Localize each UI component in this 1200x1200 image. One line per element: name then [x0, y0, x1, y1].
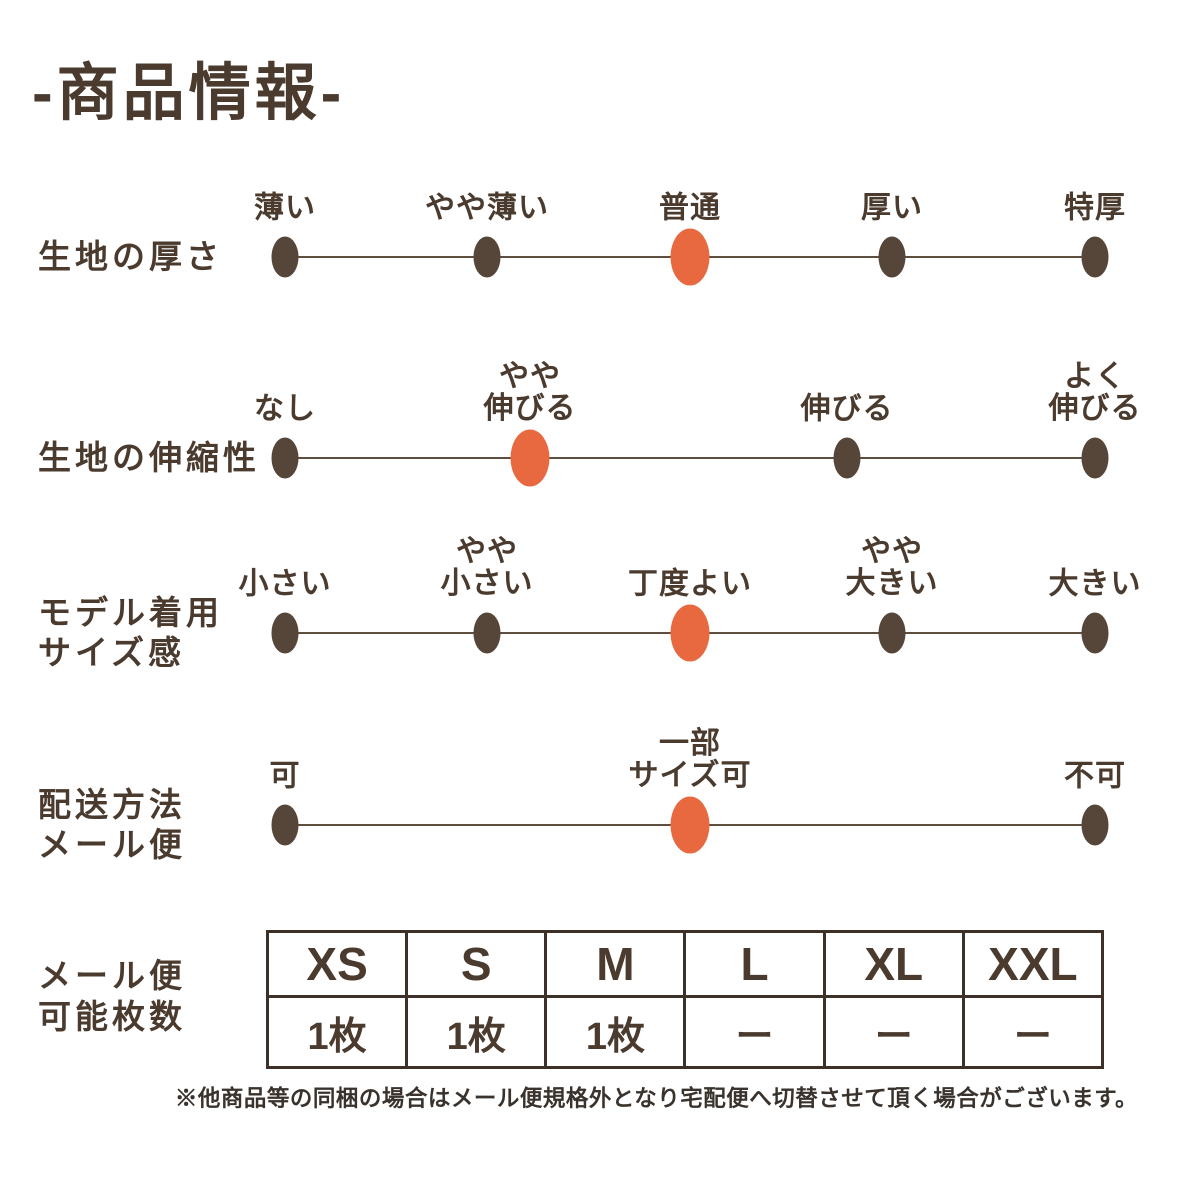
model-size-feel-dot-1 [473, 612, 501, 654]
fabric-stretch-dot-0 [271, 437, 299, 479]
size-col-xs: XS [265, 930, 409, 998]
mail-capacity-table: XS S M L XL XXL 1枚 1枚 1枚ーーー [265, 930, 1105, 1069]
fabric-thickness-option-label-3: 厚い [861, 191, 923, 225]
model-size-feel-option-label-3: やや 大きい [845, 535, 939, 601]
size-col-s: S [405, 930, 548, 998]
shipping-mailbin-option-label-2: 不可 [1064, 759, 1126, 793]
fabric-stretch-dot-3 [1081, 437, 1109, 479]
shipping-mailbin-dot-0 [271, 804, 299, 846]
model-size-feel-option-label-0: 小さい [238, 567, 332, 601]
capacity-value-l: ー [683, 995, 826, 1069]
mail-capacity-label: メール便 可能枚数 [38, 956, 186, 1035]
fabric-thickness-dot-3 [878, 236, 906, 278]
fabric-stretch-dot-2 [833, 437, 861, 479]
fabric-thickness-option-label-4: 特厚 [1064, 191, 1126, 225]
page-title: -商品情報- [32, 59, 346, 128]
shipping-mailbin-dot-2 [1081, 804, 1109, 846]
fabric-stretch-track [285, 457, 1095, 459]
fabric-thickness-option-label-0: 薄い [254, 191, 316, 225]
capacity-value-xs: 1枚 [265, 995, 409, 1069]
model-size-feel-dot-0 [271, 612, 299, 654]
footnote: ※他商品等の同梱の場合はメール便規格外となり宅配便へ切替させて頂く場合がございま… [174, 1086, 1138, 1111]
mail-capacity-header-row: XS S M L XL XXL [265, 930, 1105, 998]
fabric-thickness-dot-2-selected [670, 228, 710, 286]
model-size-feel-dot-2-selected [670, 604, 710, 662]
shipping-mailbin-label: 配送方法 メール便 [38, 785, 186, 863]
shipping-mailbin-option-label-1: 一部 サイズ可 [628, 727, 752, 793]
mail-capacity-value-row: 1枚 1枚 1枚ーーー [265, 995, 1105, 1069]
size-col-xxl: XXL [961, 930, 1105, 998]
fabric-thickness-label: 生地の厚さ [38, 237, 223, 275]
fabric-stretch-dot-1-selected [510, 429, 550, 487]
capacity-value-xxl: ー [961, 995, 1105, 1069]
size-col-xl: XL [822, 930, 965, 998]
model-size-feel-dot-4 [1081, 612, 1109, 654]
capacity-value-s: 1枚 [405, 995, 548, 1069]
shipping-mailbin-option-label-0: 可 [269, 759, 301, 793]
model-size-feel-option-label-2: 丁度よい [628, 567, 752, 601]
fabric-stretch-option-label-1: やや 伸びる [483, 360, 577, 426]
capacity-value-m: 1枚 [544, 995, 687, 1069]
size-col-l: L [683, 930, 826, 998]
model-size-feel-option-label-1: やや 小さい [440, 535, 534, 601]
size-col-m: M [544, 930, 687, 998]
fabric-thickness-option-label-2: 普通 [659, 191, 721, 225]
model-size-feel-label: モデル着用 サイズ感 [38, 593, 223, 671]
model-size-feel-option-label-4: 大きい [1048, 567, 1142, 601]
shipping-mailbin-dot-1-selected [670, 796, 710, 854]
capacity-value-xl: ー [822, 995, 965, 1069]
fabric-thickness-option-label-1: やや薄い [425, 191, 549, 225]
fabric-stretch-option-label-0: なし [254, 392, 316, 426]
fabric-stretch-label: 生地の伸縮性 [38, 438, 260, 476]
fabric-thickness-dot-0 [271, 236, 299, 278]
fabric-thickness-dot-4 [1081, 236, 1109, 278]
fabric-stretch-option-label-3: よく 伸びる [1048, 360, 1142, 426]
fabric-thickness-dot-1 [473, 236, 501, 278]
fabric-stretch-option-label-2: 伸びる [800, 392, 894, 426]
model-size-feel-dot-3 [878, 612, 906, 654]
